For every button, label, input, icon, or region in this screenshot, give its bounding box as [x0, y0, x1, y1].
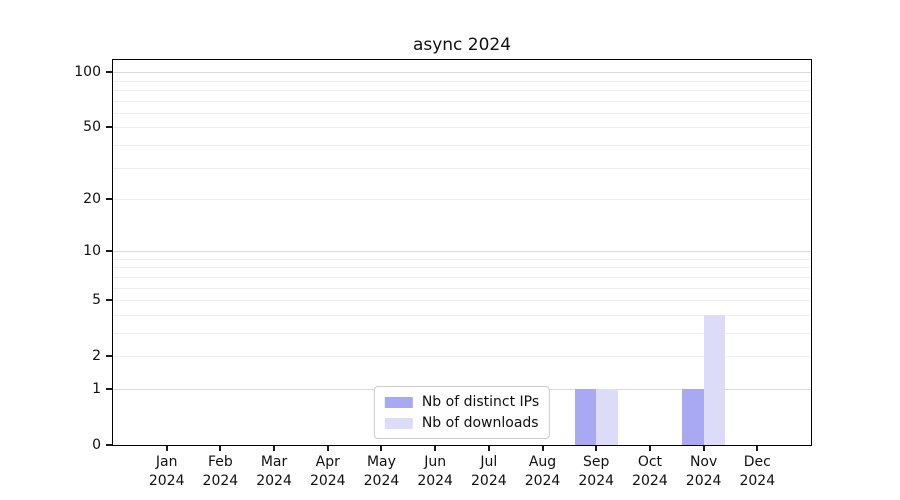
x-tick: [702, 446, 705, 451]
y-gridline-minor: [113, 314, 811, 316]
y-tick: [106, 198, 112, 201]
y-gridline-minor: [113, 287, 811, 289]
y-tick-label: 50: [83, 119, 101, 136]
y-gridline-major: [113, 251, 811, 253]
y-tick: [106, 355, 112, 358]
legend-swatch-distinct-ips: [384, 396, 413, 408]
x-tick: [273, 446, 276, 451]
y-gridline-minor: [113, 167, 811, 169]
x-tick: [595, 446, 598, 451]
legend-entry-distinct-ips: Nb of distinct IPs: [384, 394, 540, 410]
x-tick-label: Dec 2024: [739, 454, 776, 489]
y-tick: [106, 71, 112, 74]
x-tick-label: Jun 2024: [417, 454, 453, 489]
x-tick: [541, 446, 544, 451]
x-tick: [648, 446, 651, 451]
x-tick-label: Mar 2024: [256, 454, 292, 489]
y-tick-label: 0: [92, 437, 101, 453]
x-tick-label: Jan 2024: [148, 454, 185, 489]
y-tick: [106, 299, 112, 302]
y-tick-label: 100: [74, 64, 101, 81]
y-tick: [106, 126, 112, 129]
y-gridline-minor: [113, 112, 811, 114]
y-gridline-minor: [113, 89, 811, 91]
y-gridline-minor: [113, 80, 811, 82]
y-gridline-minor: [113, 258, 811, 260]
y-tick: [106, 444, 112, 446]
y-gridline-minor: [113, 144, 811, 146]
y-tick-label: 20: [83, 191, 101, 208]
x-tick: [380, 446, 383, 451]
x-tick: [326, 446, 329, 451]
x-tick-label: Sep 2024: [578, 454, 615, 489]
x-tick: [434, 446, 437, 451]
y-gridline-minor: [113, 300, 811, 302]
x-tick-label: May 2024: [363, 454, 400, 489]
legend-label-distinct-ips: Nb of distinct IPs: [421, 394, 540, 410]
y-tick: [106, 250, 112, 253]
y-tick-label: 5: [92, 292, 101, 309]
bar-distinct-ips: [574, 389, 597, 445]
x-tick: [756, 446, 759, 451]
x-tick-label: Aug 2024: [524, 454, 561, 489]
bar-distinct-ips: [682, 389, 704, 445]
y-gridline-minor: [113, 356, 811, 358]
y-gridline-minor: [113, 199, 811, 201]
legend-entry-downloads: Nb of downloads: [384, 415, 539, 431]
x-tick: [487, 446, 490, 451]
bar-downloads: [596, 389, 618, 445]
y-tick: [106, 388, 112, 390]
y-tick-label: 2: [92, 348, 101, 365]
x-tick-label: Feb 2024: [202, 454, 239, 489]
x-tick-label: Jul 2024: [471, 454, 507, 489]
x-tick-label: Nov 2024: [685, 454, 722, 489]
y-gridline-minor: [113, 100, 811, 102]
x-tick: [219, 446, 222, 451]
y-gridline-minor: [113, 277, 811, 278]
legend-swatch-downloads: [384, 417, 413, 429]
legend: Nb of distinct IPs Nb of downloads: [373, 386, 551, 439]
y-gridline-minor: [113, 267, 811, 269]
x-tick-label: Apr 2024: [309, 454, 346, 489]
chart-title: async 2024: [412, 35, 512, 55]
y-gridline-minor: [113, 333, 811, 334]
y-tick-label: 1: [92, 381, 101, 397]
y-gridline-major: [113, 72, 811, 74]
y-tick-label: 10: [83, 243, 101, 260]
x-tick-label: Oct 2024: [632, 454, 668, 489]
x-tick: [165, 446, 168, 451]
y-gridline-minor: [113, 127, 811, 129]
plot-area: Nb of distinct IPs Nb of downloads 0 1 2 5 1…: [74, 59, 812, 489]
legend-label-downloads: Nb of downloads: [421, 415, 539, 431]
bar-downloads: [703, 314, 726, 445]
